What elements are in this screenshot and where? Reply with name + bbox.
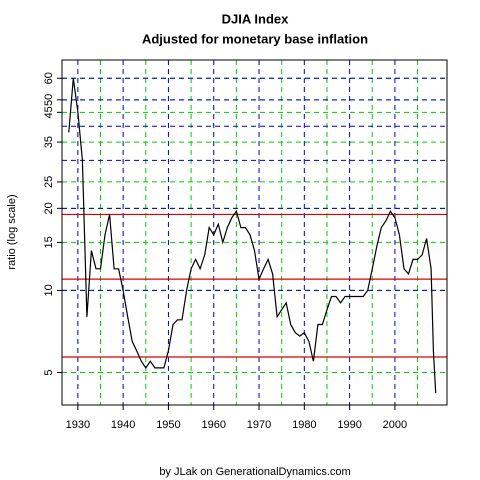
x-tick-label: 1960 [201,419,225,431]
y-tick-label: 35 [43,136,55,148]
y-tick-label: 45 [43,106,55,118]
x-tick-label: 1990 [337,419,361,431]
y-tick-label: 60 [43,72,55,84]
y-tick-label: 50 [43,94,55,106]
data-line [68,78,437,394]
x-tick-label: 1970 [247,419,271,431]
y-tick-label: 10 [43,284,55,296]
y-tick-label: 5 [43,369,55,375]
x-tick-label: 1940 [111,419,135,431]
caption: by JLak on GenerationalDynamics.com [159,466,350,478]
y-tick-label: 25 [43,176,55,188]
x-tick-label: 2000 [383,419,407,431]
x-tick-label: 1930 [66,419,90,431]
chart-title: DJIA Index [222,11,289,26]
chart-subtitle: Adjusted for monetary base inflation [142,31,368,46]
y-tick-label: 20 [43,202,55,214]
x-tick-label: 1980 [292,419,316,431]
y-tick-label: 15 [43,236,55,248]
plot-frame [61,59,448,406]
x-tick-label: 1950 [156,419,180,431]
y-axis-label: ratio (log scale) [6,194,18,269]
